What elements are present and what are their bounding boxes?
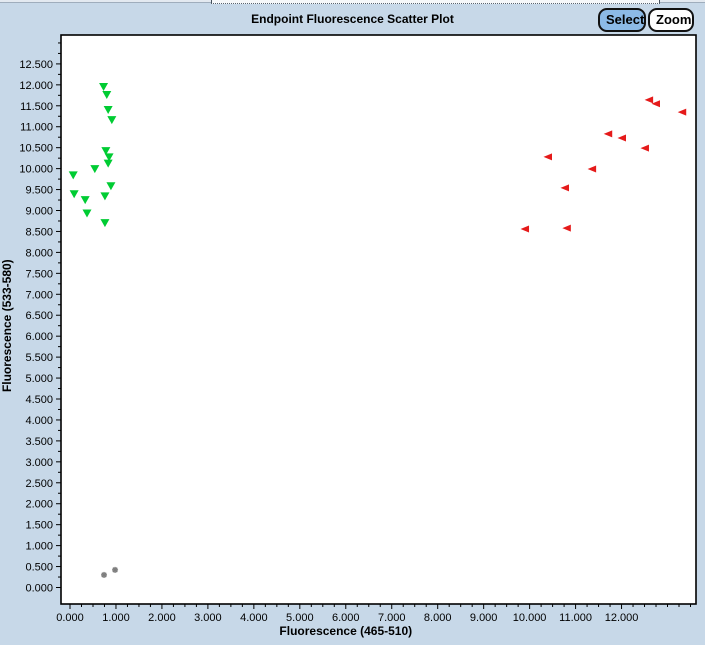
x-axis-title: Fluorescence (465-510) [279,624,412,638]
y-tick-label: 10.500 [19,143,53,155]
y-tick-label: 3.000 [25,457,53,469]
y-axis-title: Fluorescence (533-580) [0,259,14,392]
y-tick-label: 0.000 [25,582,53,594]
y-tick-label: 8.000 [25,247,53,259]
y-tick-label: 6.500 [25,310,53,322]
x-tick-label: 9.000 [470,612,498,624]
y-tick-label: 5.000 [25,373,53,385]
y-tick-label: 0.500 [25,562,53,574]
data-point-gray-wells[interactable] [112,567,118,573]
scatter-plot[interactable]: 0.000 1.000 2.000 3.000 4.000 5.000 6.000 7.000… [0,0,705,645]
x-tick-label: 12.000 [605,612,639,624]
y-tick-label: 10.000 [19,164,53,176]
y-tick-label: 12.000 [19,80,53,92]
y-tick-label: 4.000 [25,415,53,427]
y-tick-label: 1.000 [25,541,53,553]
x-tick-label: 2.000 [148,612,176,624]
x-tick-label: 11.000 [559,612,592,624]
x-tick-label: 5.000 [286,612,314,624]
y-tick-label: 11.000 [20,122,53,134]
x-tick-label: 4.000 [240,612,268,624]
y-tick-label: 3.500 [25,436,53,448]
data-point-gray-wells[interactable] [101,572,107,578]
y-tick-label: 9.000 [25,206,53,218]
endpoint-scatter-window: Endpoint Fluorescence Scatter Plot Selec… [0,0,705,645]
x-tick-label: 7.000 [378,612,406,624]
y-tick-label: 2.000 [25,499,53,511]
y-tick-label: 12.500 [19,59,53,71]
y-tick-label: 4.500 [25,394,53,406]
x-tick-label: 8.000 [424,612,452,624]
x-tick-label: 6.000 [332,612,360,624]
y-tick-label: 2.500 [25,478,53,490]
y-tick-label: 7.500 [25,268,53,280]
plot-area[interactable] [61,35,696,604]
x-tick-label: 10.000 [513,612,547,624]
y-tick-label: 9.500 [25,185,53,197]
x-tick-label: 3.000 [194,612,222,624]
y-tick-label: 5.500 [25,352,53,364]
y-tick-label: 1.500 [25,520,53,532]
y-tick-label: 7.000 [25,289,53,301]
x-tick-label: 0.000 [56,612,84,624]
y-tick-label: 8.500 [25,226,53,238]
y-tick-label: 11.500 [20,101,53,113]
x-tick-label: 1.000 [102,612,130,624]
y-tick-label: 6.000 [25,331,53,343]
